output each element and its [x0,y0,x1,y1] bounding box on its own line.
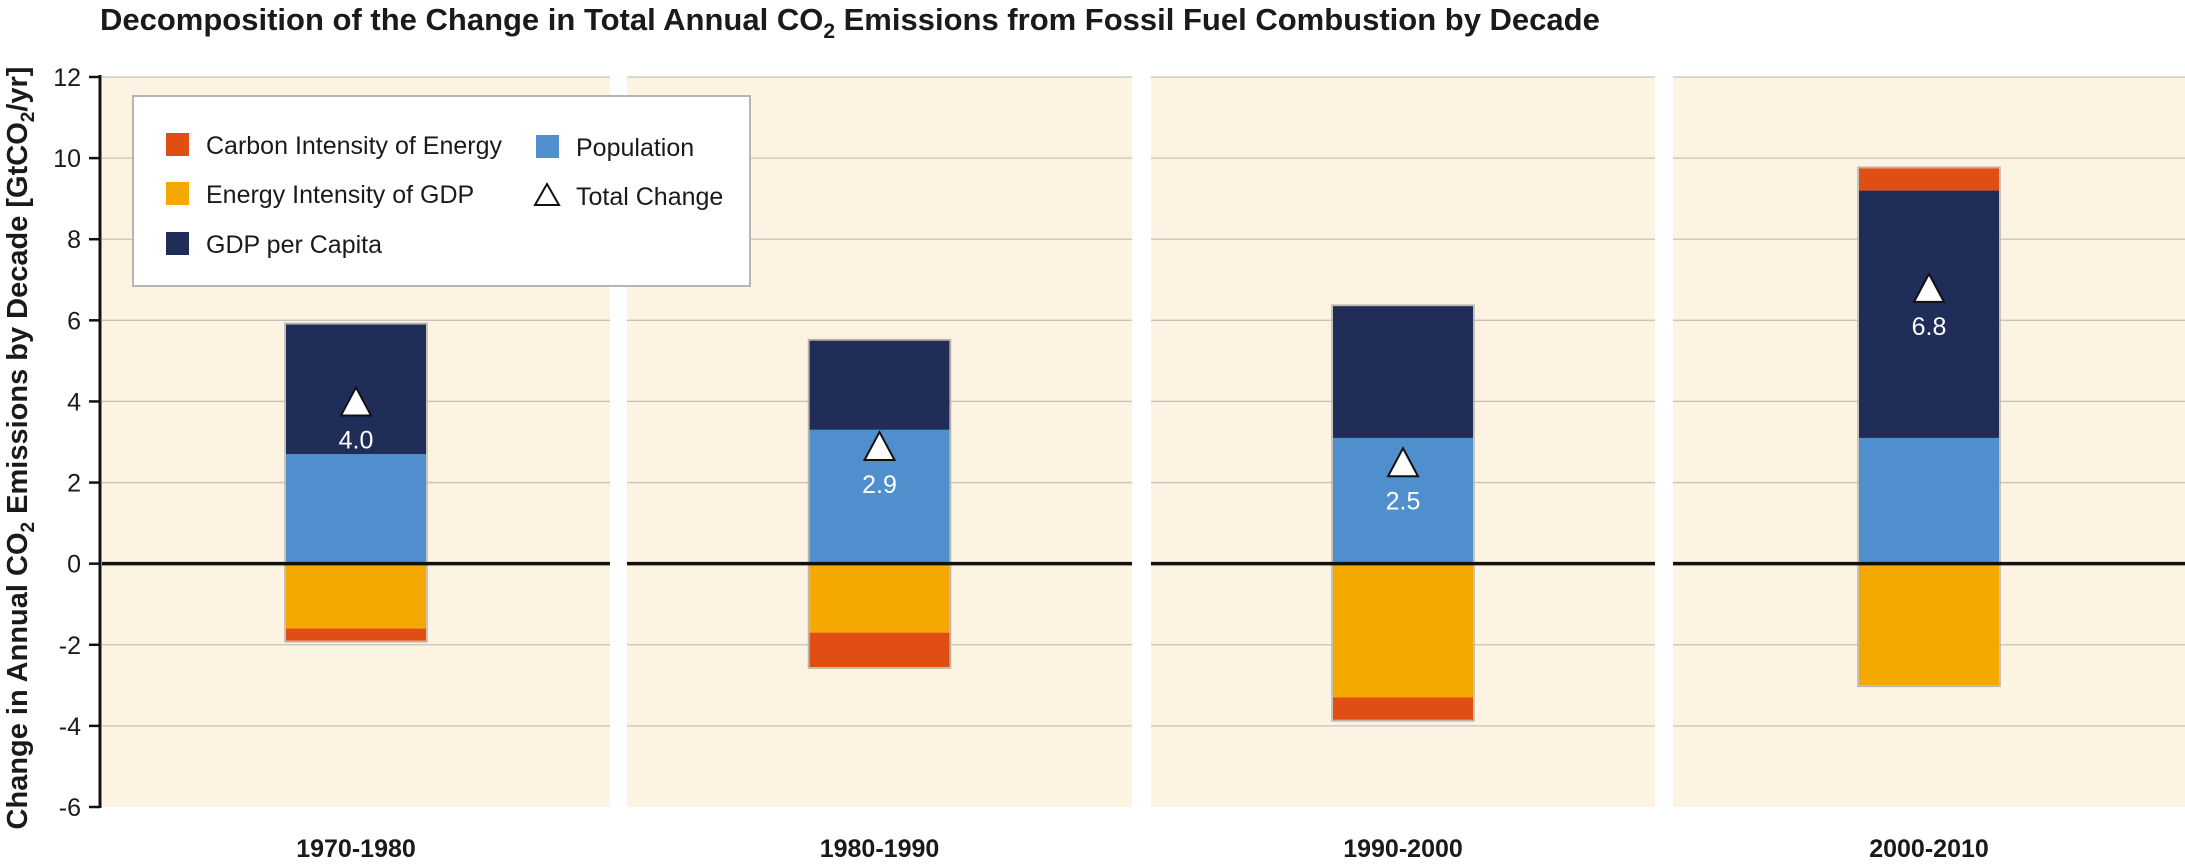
y-tick-label: 6 [67,307,81,335]
ylabel-prefix: Change in Annual CO [2,532,34,829]
ylabel-suffix: /yr] [2,67,34,112]
chart-title: Decomposition of the Change in Total Ann… [100,2,1600,43]
y-tick-label: 10 [53,145,81,173]
total-change-label: 2.5 [1386,487,1421,515]
y-tick-label: -6 [59,794,81,822]
title-subscript: 2 [823,20,836,43]
y-tick-label: 8 [67,226,81,254]
legend-box [132,95,751,287]
bar-outline [1857,166,2001,688]
legend-label: Total Change [576,183,723,211]
y-tick-label: 2 [67,470,81,498]
legend-label: Carbon Intensity of Energy [206,132,502,160]
total-change-marker [1386,446,1420,478]
legend-swatch [166,182,189,205]
legend-label: Energy Intensity of GDP [206,181,474,209]
bar-segment [1859,437,1999,564]
y-tick-label: -2 [59,632,81,660]
y-axis: -6 -4 -2 0 2 4 6 8 10 12 [53,64,102,822]
y-axis-label: Change in Annual CO2 Emissions by Decade… [2,67,39,830]
bar-outline [1331,304,1475,722]
bar-segment [1859,168,1999,191]
bar-outline [284,322,428,643]
bar-segment [809,563,950,633]
total-change-markers: 4.0 2.9 2.5 6.8 [339,271,1947,515]
total-change-label: 6.8 [1912,313,1947,341]
ylabel-sub1: 2 [18,522,39,533]
total-change-marker [1912,271,1946,303]
bar-segment [286,628,426,641]
y-tick-label: 12 [53,64,81,92]
total-change-label: 4.0 [339,426,374,454]
bar-segment [286,454,426,564]
x-tick-label: 1970-1980 [296,835,416,863]
legend-swatch [536,135,559,158]
x-tick-label: 1990-2000 [1343,835,1463,863]
x-tick-label: 2000-2010 [1869,835,1989,863]
y-tick-label: -4 [59,713,81,741]
legend: Carbon Intensity of Energy Energy Intensi… [132,95,751,287]
legend-triangle-icon [533,181,561,206]
ylabel-sub2: 2 [18,112,39,123]
x-tick-label: 1980-1990 [820,835,940,863]
bar-segment [1859,190,1999,438]
legend-label: Population [576,134,694,162]
total-change-marker [862,429,897,462]
x-tick-labels: 1970-1980 1980-1990 1990-2000 2000-2010 [296,835,1989,863]
y-tick-label: 0 [67,551,81,579]
legend-swatch [166,232,189,255]
legend-swatch [166,133,189,156]
y-tick-label: 4 [67,388,81,416]
legend-label: GDP per Capita [206,231,382,259]
bar-outline [807,338,952,669]
total-change-label: 2.9 [862,471,897,499]
title-suffix: Emissions from Fossil Fuel Combustion by… [835,2,1600,37]
bar-segment [809,632,950,668]
bar-segment [1333,697,1473,720]
bar-segment [1333,563,1473,698]
bar-segment [1859,563,1999,686]
total-change-marker [339,385,373,417]
bar-segment [1333,306,1473,438]
bar-segment [286,563,426,629]
bar-segment [809,340,950,430]
title-prefix: Decomposition of the Change in Total Ann… [100,2,824,37]
ylabel-middle: Emissions by Decade [GtCO [2,122,34,522]
